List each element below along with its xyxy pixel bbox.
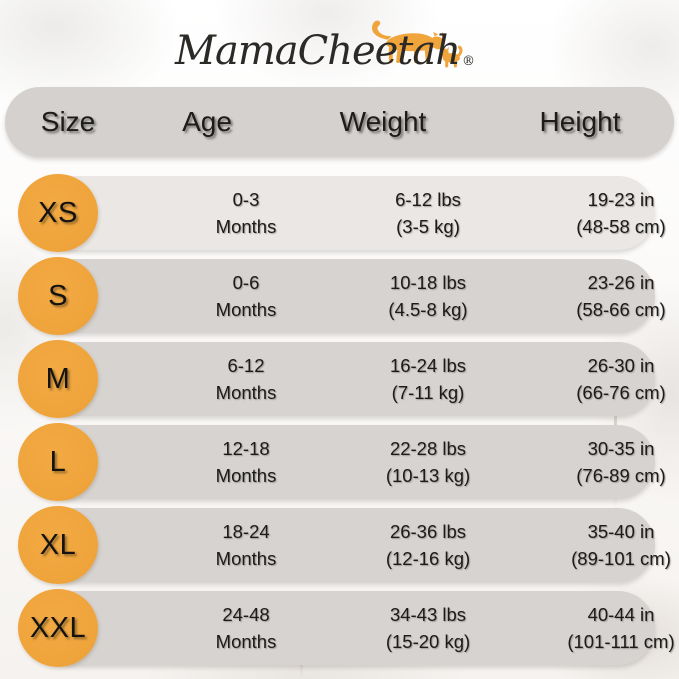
- row-pill: 6-12 Months 16-24 lbs (7-11 kg) 26-30 in (6…: [38, 342, 666, 416]
- weight-lbs: 16-24 lbs: [389, 355, 467, 376]
- height-cm: (76-89 cm): [576, 465, 666, 486]
- size-badge-s: S: [18, 257, 98, 335]
- size-row-xs: 0-3 Months 6-12 lbs (3-5 kg) 19-23 in (48-5…: [0, 174, 679, 252]
- age-range: 6-12: [227, 355, 265, 376]
- age-cell: 18-24 Months: [216, 518, 277, 572]
- height-cell: 35-40 in (89-101 cm): [571, 518, 671, 572]
- weight-lbs: 34-43 lbs: [389, 604, 467, 625]
- weight-cell: 16-24 lbs (7-11 kg): [390, 352, 466, 406]
- size-row-m: 6-12 Months 16-24 lbs (7-11 kg) 26-30 in (6…: [0, 340, 679, 418]
- height-cell: 23-26 in (58-66 cm): [576, 269, 665, 323]
- row-pill: 18-24 Months 26-36 lbs (12-16 kg) 35-40 in…: [38, 508, 671, 582]
- weight-kg: (3-5 kg): [396, 216, 460, 237]
- row-pill: 12-18 Months 22-28 lbs (10-13 kg) 30-35 in…: [38, 425, 666, 499]
- weight-kg: (4.5-8 kg): [388, 299, 468, 320]
- weight-lbs: 6-12 lbs: [395, 189, 461, 210]
- height-in: 26-30 in: [587, 355, 655, 376]
- size-label: L: [49, 445, 67, 478]
- height-cell: 19-23 in (48-58 cm): [576, 186, 665, 240]
- height-in: 30-35 in: [587, 438, 655, 459]
- age-cell: 0-3 Months: [216, 186, 277, 240]
- row-pill: 24-48 Months 34-43 lbs (15-20 kg) 40-44 in…: [38, 591, 675, 665]
- size-label: XS: [38, 196, 78, 229]
- age-cell: 24-48 Months: [216, 601, 277, 655]
- age-unit: Months: [215, 548, 277, 569]
- weight-lbs: 22-28 lbs: [389, 438, 467, 459]
- size-label: XL: [39, 528, 77, 561]
- table-header: Size Age Weight Height: [0, 87, 679, 157]
- height-cell: 30-35 in (76-89 cm): [576, 435, 665, 489]
- size-label: M: [45, 362, 71, 395]
- height-cm: (101-111 cm): [567, 631, 675, 652]
- size-label: XXL: [29, 611, 87, 644]
- size-badge-l: L: [18, 423, 98, 501]
- registered-trademark: ®: [461, 54, 475, 69]
- height-in: 35-40 in: [587, 521, 655, 542]
- table-header-pill: [5, 87, 674, 157]
- age-range: 0-6: [232, 272, 260, 293]
- size-row-xl: 18-24 Months 26-36 lbs (12-16 kg) 35-40 in…: [0, 506, 679, 584]
- weight-lbs: 10-18 lbs: [389, 272, 467, 293]
- weight-cell: 34-43 lbs (15-20 kg): [386, 601, 470, 655]
- height-in: 23-26 in: [587, 272, 655, 293]
- brand-name: MamaCheetah ®: [175, 28, 475, 74]
- weight-kg: (15-20 kg): [385, 631, 471, 652]
- row-pill: 0-3 Months 6-12 lbs (3-5 kg) 19-23 in (48-5…: [38, 176, 666, 250]
- age-range: 0-3: [232, 189, 260, 210]
- column-header-height: Height: [539, 106, 621, 137]
- weight-kg: (7-11 kg): [391, 382, 465, 403]
- height-cm: (48-58 cm): [576, 216, 666, 237]
- age-unit: Months: [215, 216, 277, 237]
- weight-cell: 6-12 lbs (3-5 kg): [395, 186, 461, 240]
- size-row-xxl: 24-48 Months 34-43 lbs (15-20 kg) 40-44 in…: [0, 589, 679, 667]
- height-cell: 40-44 in (101-111 cm): [567, 601, 674, 655]
- column-header-age: Age: [182, 106, 232, 137]
- height-in: 40-44 in: [587, 604, 655, 625]
- age-cell: 12-18 Months: [216, 435, 277, 489]
- weight-lbs: 26-36 lbs: [389, 521, 467, 542]
- height-cm: (58-66 cm): [576, 299, 666, 320]
- age-range: 24-48: [222, 604, 270, 625]
- size-badge-xxl: XXL: [18, 589, 98, 667]
- height-cm: (89-101 cm): [571, 548, 671, 569]
- weight-cell: 10-18 lbs (4.5-8 kg): [388, 269, 467, 323]
- age-unit: Months: [215, 299, 277, 320]
- weight-kg: (12-16 kg): [385, 548, 471, 569]
- age-unit: Months: [215, 631, 277, 652]
- size-badge-m: M: [18, 340, 98, 418]
- brand-name-text: MamaCheetah: [175, 28, 461, 74]
- brand-logo: MamaCheetah ®: [0, 8, 679, 84]
- height-in: 19-23 in: [587, 189, 655, 210]
- cheetah-and-cub-icon: [371, 20, 463, 68]
- age-cell: 6-12 Months: [216, 352, 277, 406]
- age-range: 18-24: [222, 521, 270, 542]
- height-cm: (66-76 cm): [576, 382, 666, 403]
- size-label: S: [48, 279, 68, 312]
- column-header-size: Size: [40, 106, 96, 137]
- size-row-l: 12-18 Months 22-28 lbs (10-13 kg) 30-35 in…: [0, 423, 679, 501]
- age-cell: 0-6 Months: [216, 269, 277, 323]
- row-pill: 0-6 Months 10-18 lbs (4.5-8 kg) 23-26 in (5…: [38, 259, 666, 333]
- column-header-weight: Weight: [339, 106, 427, 137]
- age-unit: Months: [215, 465, 277, 486]
- age-range: 12-18: [222, 438, 270, 459]
- height-cell: 26-30 in (66-76 cm): [576, 352, 665, 406]
- weight-cell: 26-36 lbs (12-16 kg): [386, 518, 470, 572]
- size-badge-xl: XL: [18, 506, 98, 584]
- weight-cell: 22-28 lbs (10-13 kg): [386, 435, 470, 489]
- size-badge-xs: XS: [18, 174, 98, 252]
- age-unit: Months: [215, 382, 277, 403]
- size-row-s: 0-6 Months 10-18 lbs (4.5-8 kg) 23-26 in (5…: [0, 257, 679, 335]
- weight-kg: (10-13 kg): [385, 465, 471, 486]
